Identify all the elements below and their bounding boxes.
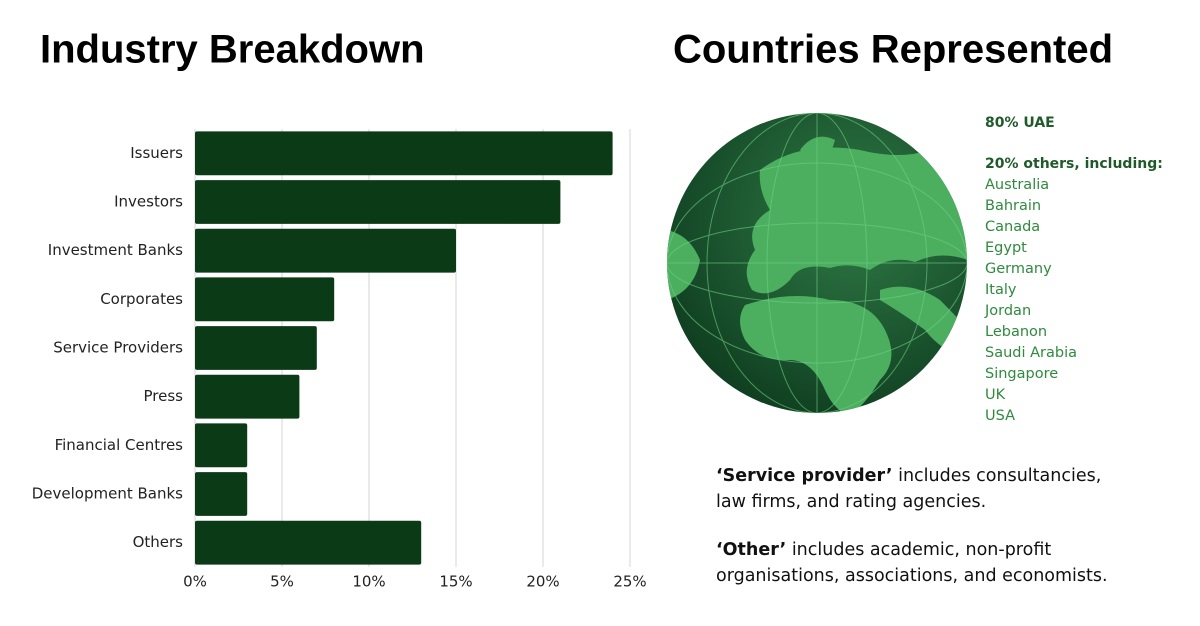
- others-heading: 20% others, including:: [985, 156, 1163, 172]
- country: USA: [985, 408, 1015, 424]
- note-text: includes academic, non-profit organisati…: [716, 540, 1108, 586]
- bar: [195, 326, 317, 370]
- bar: [195, 472, 248, 516]
- share-uae: 80% UAE: [985, 115, 1055, 131]
- y-tick-label: Press: [144, 387, 184, 405]
- globe: [667, 113, 967, 413]
- country: Australia: [985, 177, 1049, 193]
- country: UK: [985, 387, 1006, 403]
- x-tick-label: 10%: [352, 573, 385, 591]
- country: Italy: [985, 282, 1017, 298]
- note-term: ‘Other’: [716, 540, 787, 560]
- x-tick-label: 20%: [526, 573, 559, 591]
- x-tick-label: 15%: [439, 573, 472, 591]
- note-term: ‘Service provider’: [716, 466, 893, 486]
- bar: [195, 277, 335, 322]
- y-tick-label: Corporates: [100, 290, 183, 308]
- y-tick-label: Investors: [114, 193, 183, 211]
- chart-title: Industry Breakdown: [40, 28, 425, 72]
- bar: [195, 374, 300, 419]
- bar: [195, 131, 613, 176]
- bar: [195, 423, 248, 468]
- bar: [195, 520, 422, 565]
- country: Egypt: [985, 240, 1027, 256]
- country: Singapore: [985, 366, 1058, 382]
- country-list: Australia Bahrain Canada Egypt Germany Italy J…: [984, 177, 1077, 424]
- bar: [195, 180, 561, 224]
- x-tick-label: 0%: [183, 573, 207, 591]
- y-tick-label: Issuers: [130, 144, 183, 162]
- section-title: Countries Represented: [673, 28, 1113, 72]
- note-text: includes consultancies, law firms, and r…: [716, 466, 1102, 512]
- y-tick-label: Investment Banks: [48, 241, 183, 259]
- country: Bahrain: [985, 198, 1041, 214]
- x-tick-label: 25%: [613, 573, 646, 591]
- country: Jordan: [984, 303, 1031, 319]
- country: Lebanon: [985, 324, 1047, 340]
- bar: [195, 228, 456, 273]
- country: Germany: [985, 261, 1052, 277]
- y-tick-label: Others: [133, 533, 184, 551]
- y-tick-label: Development Banks: [32, 485, 183, 503]
- y-tick-label: Financial Centres: [55, 436, 184, 454]
- note: ‘Other’ includes academic, non-profit or…: [716, 537, 1136, 589]
- x-tick-label: 5%: [270, 573, 294, 591]
- note: ‘Service provider’ includes consultancie…: [716, 463, 1136, 515]
- country: Canada: [985, 219, 1040, 235]
- country: Saudi Arabia: [985, 345, 1077, 361]
- y-tick-label: Service Providers: [53, 339, 183, 357]
